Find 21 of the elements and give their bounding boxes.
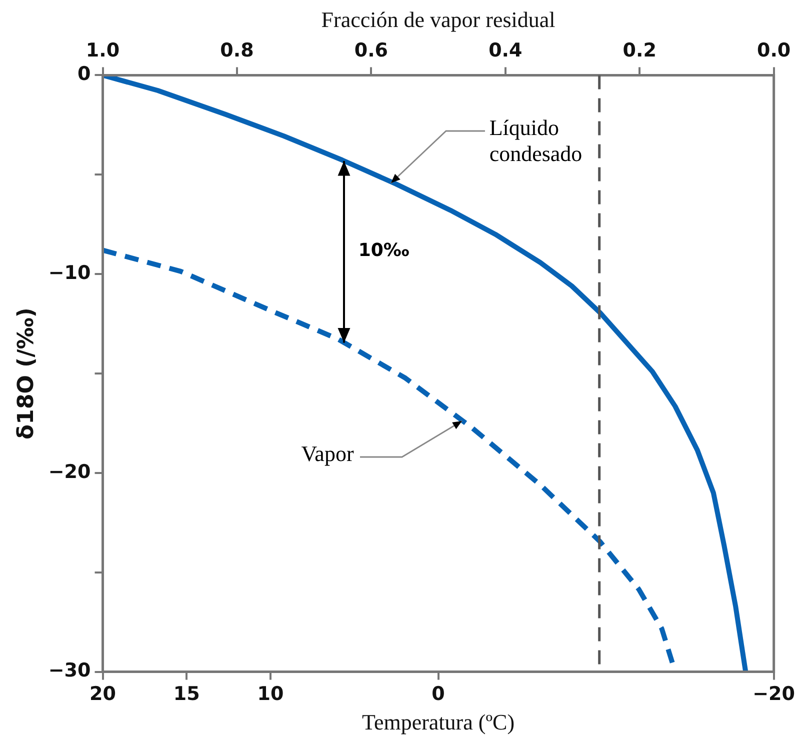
y-tick-label: 0: [78, 63, 91, 86]
annotation: Líquido condesado: [489, 114, 582, 167]
annotation: 10‰: [358, 240, 410, 261]
x-axis-title: Temperatura (ºC): [362, 710, 515, 735]
x2-tick-label: 0.8: [220, 40, 254, 62]
x-tick-label: 10: [257, 683, 284, 706]
x-tick-label: 15: [173, 683, 200, 706]
x2-tick-label: 0.0: [756, 40, 791, 62]
x2-tick-label: 0.6: [354, 40, 388, 62]
x-tick-label: −20: [752, 683, 796, 706]
x2-tick-label: 0.4: [488, 40, 522, 62]
x2-tick-label: 0.2: [622, 40, 656, 62]
x2-axis-title: Fracción de vapor residual: [321, 6, 556, 32]
annotation: Vapor: [301, 441, 354, 468]
x2-tick-label: 1.0: [86, 40, 120, 62]
y-tick-label: −10: [48, 262, 91, 284]
y-axis-title: δ18O (/‰): [14, 308, 39, 440]
y-tick-label: −20: [48, 460, 91, 483]
x-tick-label: 20: [90, 683, 116, 706]
x-tick-label: 0: [432, 683, 445, 706]
y-tick-label: −30: [48, 660, 91, 682]
